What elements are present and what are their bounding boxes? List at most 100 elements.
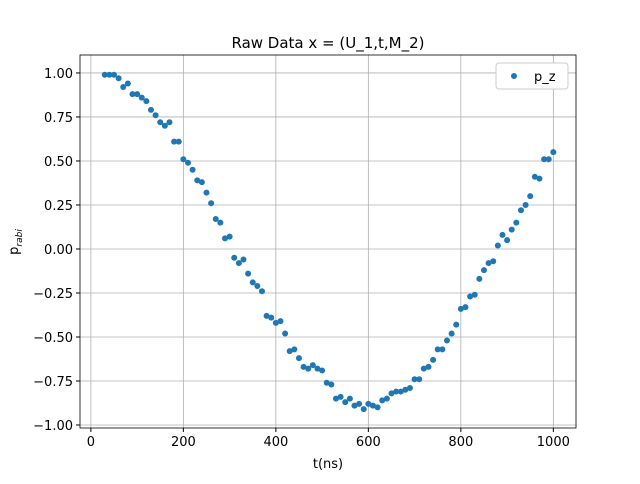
point: [434, 346, 441, 353]
point: [180, 156, 187, 163]
point: [402, 386, 409, 393]
point: [106, 71, 113, 78]
point: [138, 94, 145, 101]
point: [203, 189, 210, 196]
point: [379, 397, 386, 404]
point: [476, 275, 483, 282]
point: [120, 84, 127, 91]
x-tick-label: 400: [263, 435, 288, 450]
y-tick-label: −0.75: [33, 375, 73, 390]
point: [453, 321, 460, 328]
point: [291, 346, 298, 353]
point: [263, 312, 270, 319]
point: [171, 138, 178, 145]
x-tick-label: 1000: [537, 435, 570, 450]
point: [110, 71, 117, 78]
point: [194, 177, 201, 184]
point: [499, 231, 506, 238]
point: [411, 376, 418, 383]
point: [212, 216, 219, 223]
point: [101, 71, 108, 78]
point: [189, 166, 196, 173]
point: [152, 112, 159, 119]
point: [416, 376, 423, 383]
point: [143, 98, 150, 105]
y-axis-label-sub: rabi: [15, 229, 25, 247]
point: [536, 175, 543, 182]
y-axis-label-base: p: [7, 247, 22, 255]
point: [462, 304, 469, 311]
legend-marker: [511, 73, 517, 79]
point: [286, 348, 293, 355]
point: [254, 282, 261, 289]
point: [328, 381, 335, 388]
point: [124, 80, 131, 87]
point: [527, 193, 534, 200]
point: [235, 260, 242, 267]
point: [406, 385, 413, 392]
point: [147, 106, 154, 113]
point: [175, 138, 182, 145]
point: [504, 237, 511, 244]
point: [457, 305, 464, 312]
point: [485, 260, 492, 267]
point: [309, 362, 316, 369]
point: [467, 293, 474, 300]
point: [430, 356, 437, 363]
point: [480, 267, 487, 274]
point: [351, 402, 358, 409]
y-tick-label: −1.00: [33, 419, 73, 434]
point: [277, 318, 284, 325]
point: [513, 219, 520, 226]
y-tick-label: −0.25: [33, 287, 73, 302]
point: [365, 400, 372, 407]
point: [134, 91, 141, 98]
point: [443, 337, 450, 344]
point: [541, 156, 548, 163]
point: [369, 402, 376, 409]
plot-frame: [79, 54, 577, 429]
point: [161, 122, 168, 129]
point: [342, 399, 349, 406]
point: [240, 256, 247, 263]
point: [346, 395, 353, 402]
point: [184, 159, 191, 166]
point: [356, 400, 363, 407]
point: [272, 319, 279, 326]
x-tick-label: 0: [87, 435, 95, 450]
point: [383, 395, 390, 402]
point: [471, 291, 478, 298]
point: [249, 279, 256, 286]
y-tick-label: 0.00: [44, 243, 73, 258]
x-tick-label: 800: [448, 435, 473, 450]
point: [393, 388, 400, 395]
y-tick-label: 0.75: [44, 111, 73, 126]
point: [295, 355, 302, 362]
point: [129, 91, 136, 98]
point: [245, 270, 252, 277]
point: [531, 173, 538, 180]
point: [420, 365, 427, 372]
y-tick-label: 1.00: [44, 67, 73, 82]
point: [522, 201, 529, 208]
point: [425, 363, 432, 370]
point: [332, 395, 339, 402]
point: [545, 156, 552, 163]
point: [231, 254, 238, 261]
point: [208, 200, 215, 207]
point: [494, 242, 501, 249]
point: [360, 406, 367, 413]
point: [268, 314, 275, 321]
point: [300, 363, 307, 370]
x-tick-label: 600: [356, 435, 381, 450]
point: [282, 330, 289, 337]
chart-title: Raw Data x = (U_1,t,M_2): [231, 34, 424, 53]
point: [305, 365, 312, 372]
point: [323, 379, 330, 386]
point: [550, 149, 557, 156]
x-axis-label: t(ns): [313, 457, 343, 472]
point: [217, 219, 224, 226]
point: [490, 258, 497, 265]
point: [439, 346, 446, 353]
